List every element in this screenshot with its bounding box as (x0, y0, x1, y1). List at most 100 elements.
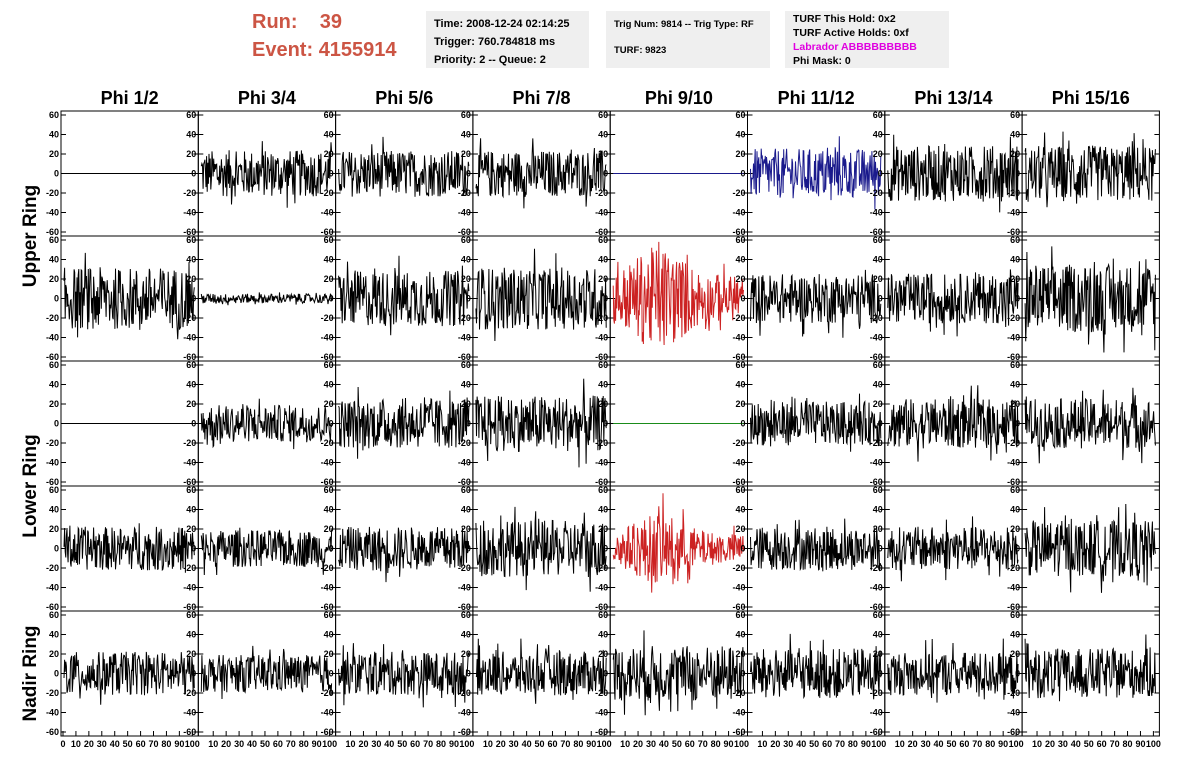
column-title: Phi 15/16 (1052, 88, 1130, 108)
y-tick-label: 60 (461, 235, 471, 245)
y-tick-label: -20 (321, 188, 334, 198)
x-tick-label: 50 (1084, 739, 1094, 749)
y-tick-label: -20 (458, 563, 471, 573)
y-tick-label: 0 (603, 169, 608, 179)
x-tick-label: 100 (1146, 739, 1161, 749)
x-tick-label: 90 (449, 739, 459, 749)
column-title: Phi 11/12 (778, 88, 855, 108)
x-tick-label: 60 (136, 739, 146, 749)
y-tick-label: 40 (735, 130, 745, 140)
y-tick-label: -60 (46, 727, 59, 737)
waveform-trace (1024, 503, 1156, 593)
y-tick-label: -20 (458, 438, 471, 448)
y-tick-label: 60 (461, 110, 471, 120)
y-tick-label: -20 (458, 188, 471, 198)
y-tick-label: 0 (603, 419, 608, 429)
y-tick-label: -60 (732, 352, 745, 362)
y-tick-label: -20 (1007, 688, 1020, 698)
x-tick-label: 10 (346, 739, 356, 749)
y-tick-label: -40 (595, 208, 608, 218)
y-tick-label: 0 (603, 294, 608, 304)
y-tick-label: 0 (466, 169, 471, 179)
y-tick-label: -40 (46, 333, 59, 343)
y-tick-label: 40 (324, 505, 334, 515)
x-tick-label: 80 (711, 739, 721, 749)
x-tick-label: 20 (496, 739, 506, 749)
x-tick-label: 40 (247, 739, 257, 749)
y-tick-label: -40 (321, 583, 334, 593)
y-tick-label: 0 (1015, 669, 1020, 679)
y-tick-label: 0 (878, 294, 883, 304)
y-tick-label: 20 (186, 649, 196, 659)
y-tick-label: -40 (183, 583, 196, 593)
y-tick-label: -20 (595, 438, 608, 448)
waveform-trace (1024, 634, 1156, 702)
y-tick-label: -60 (183, 227, 196, 237)
y-tick-label: 60 (186, 360, 196, 370)
y-tick-label: -60 (458, 352, 471, 362)
y-tick-label: -20 (595, 188, 608, 198)
y-tick-label: 20 (1010, 524, 1020, 534)
y-tick-label: 40 (461, 380, 471, 390)
y-tick-label: 20 (324, 649, 334, 659)
x-tick-label: 10 (757, 739, 767, 749)
x-tick-label: 20 (358, 739, 368, 749)
y-tick-label: -40 (595, 583, 608, 593)
y-tick-label: -40 (46, 583, 59, 593)
y-tick-label: 40 (186, 505, 196, 515)
x-tick-label: 40 (934, 739, 944, 749)
x-tick-label: 90 (724, 739, 734, 749)
y-tick-label: -40 (183, 708, 196, 718)
y-tick-label: 20 (873, 274, 883, 284)
y-tick-label: -40 (321, 708, 334, 718)
waveform-trace (612, 630, 744, 716)
event-label: Event: (252, 39, 314, 61)
y-tick-label: 20 (324, 149, 334, 159)
x-tick-label: 40 (110, 739, 120, 749)
y-tick-label: 60 (1010, 360, 1020, 370)
y-tick-label: 20 (598, 274, 608, 284)
y-tick-label: 60 (461, 360, 471, 370)
y-tick-label: -20 (321, 438, 334, 448)
y-tick-label: 20 (873, 149, 883, 159)
y-tick-label: 40 (1010, 380, 1020, 390)
x-tick-label: 50 (809, 739, 819, 749)
x-tick-label: 100 (185, 739, 200, 749)
y-tick-label: 0 (466, 669, 471, 679)
y-tick-label: -40 (1007, 458, 1020, 468)
y-tick-label: 40 (461, 630, 471, 640)
y-tick-label: -20 (595, 563, 608, 573)
y-tick-label: -40 (732, 708, 745, 718)
x-tick-label: 80 (436, 739, 446, 749)
y-tick-label: -60 (1007, 227, 1020, 237)
y-tick-label: -60 (458, 727, 471, 737)
waveform-trace (887, 516, 1019, 582)
y-tick-label: 20 (735, 399, 745, 409)
y-tick-label: 0 (1015, 544, 1020, 554)
x-tick-label: 90 (174, 739, 184, 749)
priority-text: Priority: 2 -- Queue: 2 (434, 54, 546, 66)
y-tick-label: 60 (873, 110, 883, 120)
y-tick-label: 0 (878, 669, 883, 679)
y-tick-label: 40 (324, 380, 334, 390)
x-tick-label: 50 (260, 739, 270, 749)
y-tick-label: 20 (598, 524, 608, 534)
y-tick-label: 0 (878, 169, 883, 179)
y-tick-label: -20 (46, 438, 59, 448)
x-tick-label: 20 (770, 739, 780, 749)
y-tick-label: 40 (461, 255, 471, 265)
x-tick-label: 30 (509, 739, 519, 749)
y-tick-label: 20 (49, 149, 59, 159)
column-title: Phi 9/10 (645, 88, 713, 108)
y-tick-label: -20 (870, 688, 883, 698)
y-tick-label: -40 (732, 333, 745, 343)
y-tick-label: 0 (329, 169, 334, 179)
column-title: Phi 3/4 (238, 88, 296, 108)
y-tick-label: 0 (740, 544, 745, 554)
y-tick-label: 0 (740, 669, 745, 679)
y-tick-label: -40 (321, 333, 334, 343)
event-row: Event: 4155914 (252, 36, 397, 64)
y-tick-label: -40 (183, 208, 196, 218)
waveform-trace (338, 136, 470, 197)
y-tick-label: 20 (324, 399, 334, 409)
